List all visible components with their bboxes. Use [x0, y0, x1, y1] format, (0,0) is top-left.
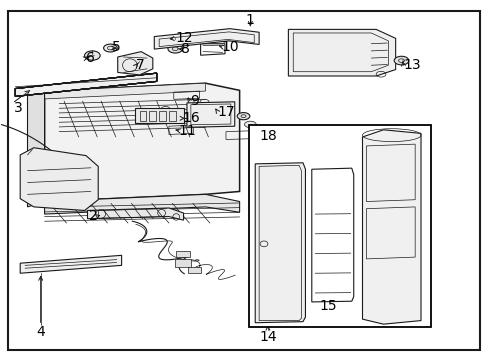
Text: 4: 4: [36, 325, 45, 339]
Text: 8: 8: [181, 42, 190, 56]
Bar: [188, 267, 200, 273]
Text: 15: 15: [319, 299, 337, 313]
Text: 1: 1: [245, 13, 254, 27]
Polygon shape: [362, 130, 420, 324]
Ellipse shape: [84, 51, 100, 60]
Bar: [168, 111, 175, 121]
Text: 6: 6: [86, 51, 95, 65]
Text: 3: 3: [14, 101, 23, 115]
Text: 11: 11: [178, 123, 196, 138]
Polygon shape: [118, 51, 153, 75]
Bar: [175, 259, 190, 267]
Text: 16: 16: [182, 111, 200, 125]
Polygon shape: [44, 194, 239, 214]
Polygon shape: [20, 255, 122, 273]
Text: 2: 2: [89, 209, 98, 223]
Bar: [176, 251, 189, 257]
Ellipse shape: [237, 113, 249, 120]
Text: 7: 7: [136, 58, 145, 72]
Text: 12: 12: [175, 31, 192, 45]
Polygon shape: [15, 73, 157, 96]
Ellipse shape: [244, 121, 256, 128]
Text: 5: 5: [112, 40, 121, 54]
Ellipse shape: [393, 56, 408, 65]
Polygon shape: [255, 163, 305, 323]
Text: 17: 17: [217, 105, 235, 119]
Text: 18: 18: [259, 129, 276, 143]
Polygon shape: [87, 208, 183, 220]
Text: 9: 9: [189, 94, 198, 108]
Text: 10: 10: [221, 40, 238, 54]
Ellipse shape: [167, 44, 182, 53]
Polygon shape: [27, 91, 44, 207]
Polygon shape: [186, 102, 234, 127]
Ellipse shape: [103, 44, 117, 52]
Polygon shape: [20, 148, 98, 211]
Text: 13: 13: [403, 58, 420, 72]
Bar: [140, 111, 146, 121]
Polygon shape: [288, 30, 395, 76]
Polygon shape: [44, 83, 205, 99]
Bar: [149, 111, 156, 121]
Bar: [249, 126, 430, 327]
Polygon shape: [44, 83, 239, 202]
Polygon shape: [154, 29, 259, 49]
Text: 14: 14: [259, 330, 276, 344]
Bar: [159, 111, 165, 121]
Polygon shape: [135, 108, 183, 123]
